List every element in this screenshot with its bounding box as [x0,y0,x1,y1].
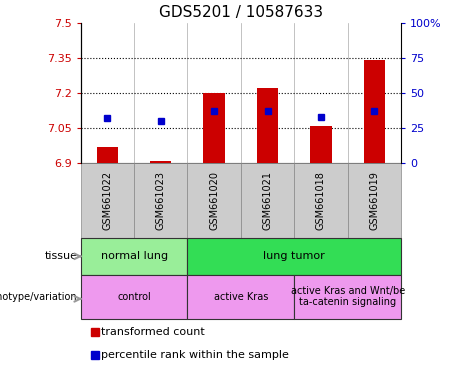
Bar [310,126,331,163]
Text: GSM661018: GSM661018 [316,171,326,230]
Bar [257,88,278,163]
Text: GSM661021: GSM661021 [263,171,272,230]
Bar [294,163,348,238]
Text: GSM661020: GSM661020 [209,171,219,230]
Bar [97,147,118,163]
Bar [294,275,401,319]
Bar [81,163,134,238]
Bar [81,238,188,275]
Text: normal lung: normal lung [100,251,168,262]
Text: percentile rank within the sample: percentile rank within the sample [101,350,290,360]
Bar [134,163,188,238]
Text: GSM661022: GSM661022 [102,171,112,230]
Text: GSM661019: GSM661019 [369,171,379,230]
Text: active Kras and Wnt/be
ta-catenin signaling: active Kras and Wnt/be ta-catenin signal… [290,286,405,308]
Bar [348,163,401,238]
Bar [188,238,401,275]
Text: transformed count: transformed count [101,327,205,337]
Bar [241,163,294,238]
Bar [81,275,188,319]
Text: genotype/variation: genotype/variation [0,291,77,302]
Text: tissue: tissue [44,251,77,262]
Bar [150,161,171,163]
Bar [188,163,241,238]
Text: control: control [117,291,151,302]
Bar [364,60,385,163]
Text: active Kras: active Kras [214,291,268,302]
Text: lung tumor: lung tumor [263,251,325,262]
Title: GDS5201 / 10587633: GDS5201 / 10587633 [159,5,323,20]
Bar [188,275,294,319]
Bar [203,93,225,163]
Text: GSM661023: GSM661023 [156,171,166,230]
